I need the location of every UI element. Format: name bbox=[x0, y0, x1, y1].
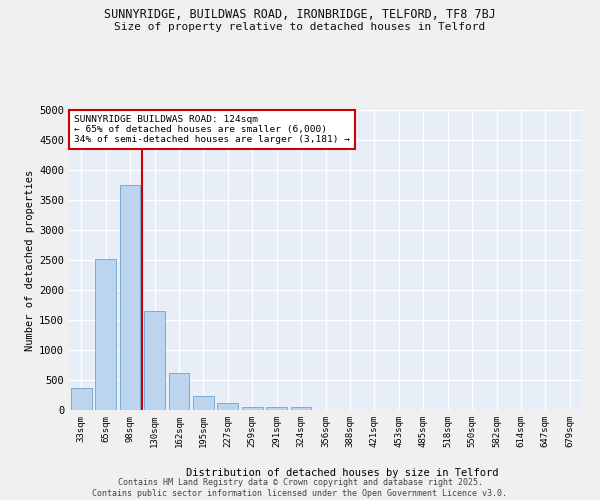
Bar bbox=[217, 404, 238, 410]
Text: Contains HM Land Registry data © Crown copyright and database right 2025.
Contai: Contains HM Land Registry data © Crown c… bbox=[92, 478, 508, 498]
Bar bbox=[95, 258, 116, 410]
Bar bbox=[290, 407, 311, 410]
Bar bbox=[266, 407, 287, 410]
Text: Size of property relative to detached houses in Telford: Size of property relative to detached ho… bbox=[115, 22, 485, 32]
Text: SUNNYRIDGE, BUILDWAS ROAD, IRONBRIDGE, TELFORD, TF8 7BJ: SUNNYRIDGE, BUILDWAS ROAD, IRONBRIDGE, T… bbox=[104, 8, 496, 20]
Bar bbox=[242, 407, 263, 410]
Bar bbox=[144, 311, 165, 410]
Bar bbox=[119, 185, 140, 410]
Text: SUNNYRIDGE BUILDWAS ROAD: 124sqm
← 65% of detached houses are smaller (6,000)
34: SUNNYRIDGE BUILDWAS ROAD: 124sqm ← 65% o… bbox=[74, 114, 350, 144]
Bar bbox=[169, 373, 190, 410]
Text: Distribution of detached houses by size in Telford: Distribution of detached houses by size … bbox=[186, 468, 498, 477]
Y-axis label: Number of detached properties: Number of detached properties bbox=[25, 170, 35, 350]
Bar bbox=[71, 388, 92, 410]
Bar bbox=[193, 396, 214, 410]
